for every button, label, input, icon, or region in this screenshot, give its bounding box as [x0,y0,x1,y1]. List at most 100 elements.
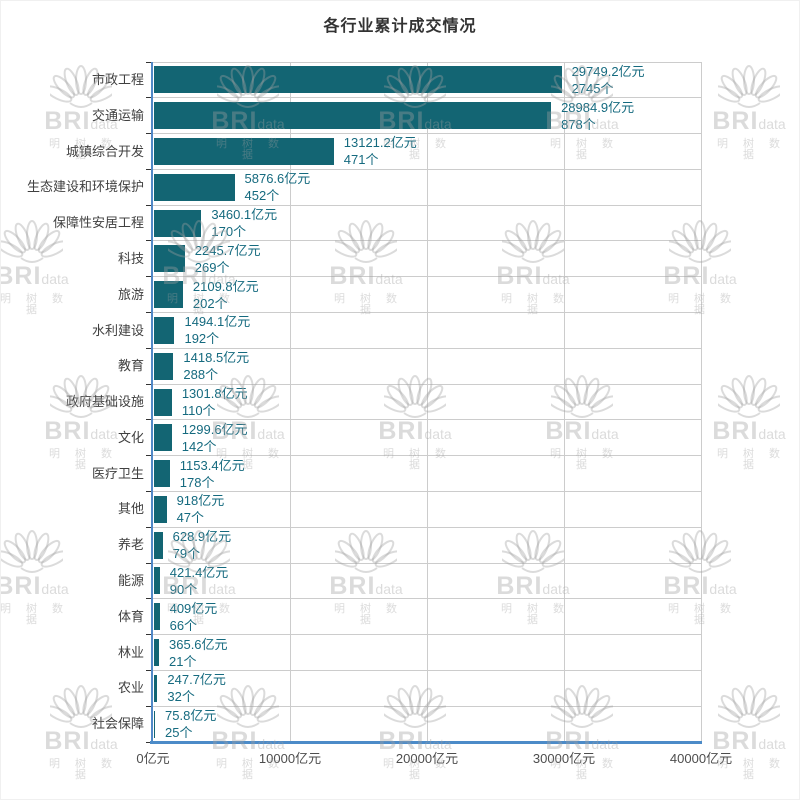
amount-label: 421.4亿元 [169,564,229,580]
y-split-line [153,168,701,170]
watermark-brand-sub: data [709,271,737,287]
amount-label: 247.7亿元 [167,672,226,688]
category-label: 生态建设和环境保护 [26,179,144,195]
bri-leaf-icon [545,375,619,418]
y-split-line [153,634,701,636]
y-axis-tick [146,312,152,314]
bar[interactable] [154,603,160,631]
watermark-brand: BRI [712,417,759,445]
category-label: 社会保障 [91,716,144,732]
bar[interactable] [154,281,183,309]
amount-label: 3460.1亿元 [211,207,278,223]
bar[interactable] [154,388,172,416]
bar[interactable] [154,495,167,523]
category-label: 林业 [117,644,144,660]
amount-label: 628.9亿元 [172,529,232,545]
bar[interactable] [154,424,172,452]
y-split-line [153,383,701,385]
y-axis-tick [146,133,152,135]
count-label: 170个 [211,224,247,240]
bar-value-label: 5876.6亿元 452个 [245,170,311,204]
amount-label: 29749.2亿元 [571,63,645,79]
watermark-brand-sub: data [542,271,570,287]
y-split-line [153,562,701,564]
amount-label: 1301.8亿元 [181,386,248,401]
bar[interactable] [154,316,175,344]
category-label: 政府基础设施 [65,394,144,410]
bar[interactable] [154,460,170,488]
amount-label: 409亿元 [169,600,218,616]
category-label: 市政工程 [91,72,144,87]
bar[interactable] [154,137,334,165]
bar-value-label: 1494.1亿元 192个 [184,313,250,347]
bar[interactable] [154,66,562,94]
y-split-line [153,204,701,206]
bar-value-label: 1153.4亿元 178个 [180,457,245,491]
bar-value-label: 1418.5亿元 288个 [183,349,249,383]
bar[interactable] [154,639,159,667]
bri-leaf-icon [496,220,570,263]
y-split-line [153,97,701,99]
watermark-brand: BRI [378,417,425,445]
amount-label: 75.8亿元 [165,708,217,724]
bar[interactable] [154,245,185,273]
watermark-brand-sub: data [758,736,786,752]
bar-value-label: 29749.2亿元 2745个 [572,63,645,97]
count-label: 25个 [165,725,193,741]
category-label: 交通运输 [91,107,144,123]
category-label: 水利建设 [91,322,144,338]
bri-leaf-icon [378,685,452,728]
count-label: 192个 [184,331,220,347]
bri-leaf-icon [329,530,403,573]
y-split-line [153,455,701,457]
amount-label: 28984.9亿元 [561,99,635,115]
category-label: 文化 [117,429,144,445]
watermark-brand-sub: data [591,426,619,442]
bar-value-label: 421.4亿元 90个 [170,564,229,598]
y-axis-tick [146,168,152,170]
y-split-line [153,312,701,314]
bar[interactable] [154,102,552,130]
amount-label: 2245.7亿元 [194,242,261,258]
bar[interactable] [154,173,235,201]
y-split-line [153,598,701,600]
count-label: 110个 [181,403,216,418]
count-label: 47个 [176,510,205,526]
category-label: 教育 [117,358,144,374]
chart-title: 各行业累计成交情况 [323,18,477,35]
count-label: 269个 [194,259,230,275]
count-label: 471个 [343,152,379,168]
amount-label: 1494.1亿元 [184,314,251,330]
bri-leaf-icon [712,65,786,108]
bri-leaf-icon [378,375,452,418]
bar[interactable] [154,710,156,738]
y-split-line [153,669,701,671]
bar[interactable] [154,567,160,595]
y-axis-tick [146,347,152,349]
y-axis-tick [146,276,152,278]
watermark-cn-text: 明 树 数 据 [500,603,571,626]
category-label: 保障性安居工程 [52,215,144,231]
bar[interactable] [154,674,158,702]
bar[interactable] [154,209,202,237]
category-label: 能源 [117,573,144,589]
bar[interactable] [154,352,174,380]
bar-value-label: 365.6亿元 21个 [169,636,228,670]
bar[interactable] [154,531,163,559]
category-label: 科技 [117,250,144,266]
y-axis-tick [146,383,152,385]
bar-value-label: 3460.1亿元 170个 [211,206,277,240]
bar-value-label: 628.9亿元 79个 [173,528,232,562]
count-label: 79个 [172,546,201,562]
count-label: 878个 [561,116,596,132]
bar-value-label: 75.8亿元 25个 [165,707,216,741]
watermark-brand-sub: data [709,581,737,597]
bar-value-label: 2109.8亿元 202个 [193,278,259,312]
count-label: 288个 [183,367,219,383]
bri-leaf-icon [545,685,619,728]
watermark-cn-text: 明 树 数 据 [549,138,620,161]
watermark-brand-sub: data [375,271,403,287]
count-label: 202个 [192,295,228,311]
